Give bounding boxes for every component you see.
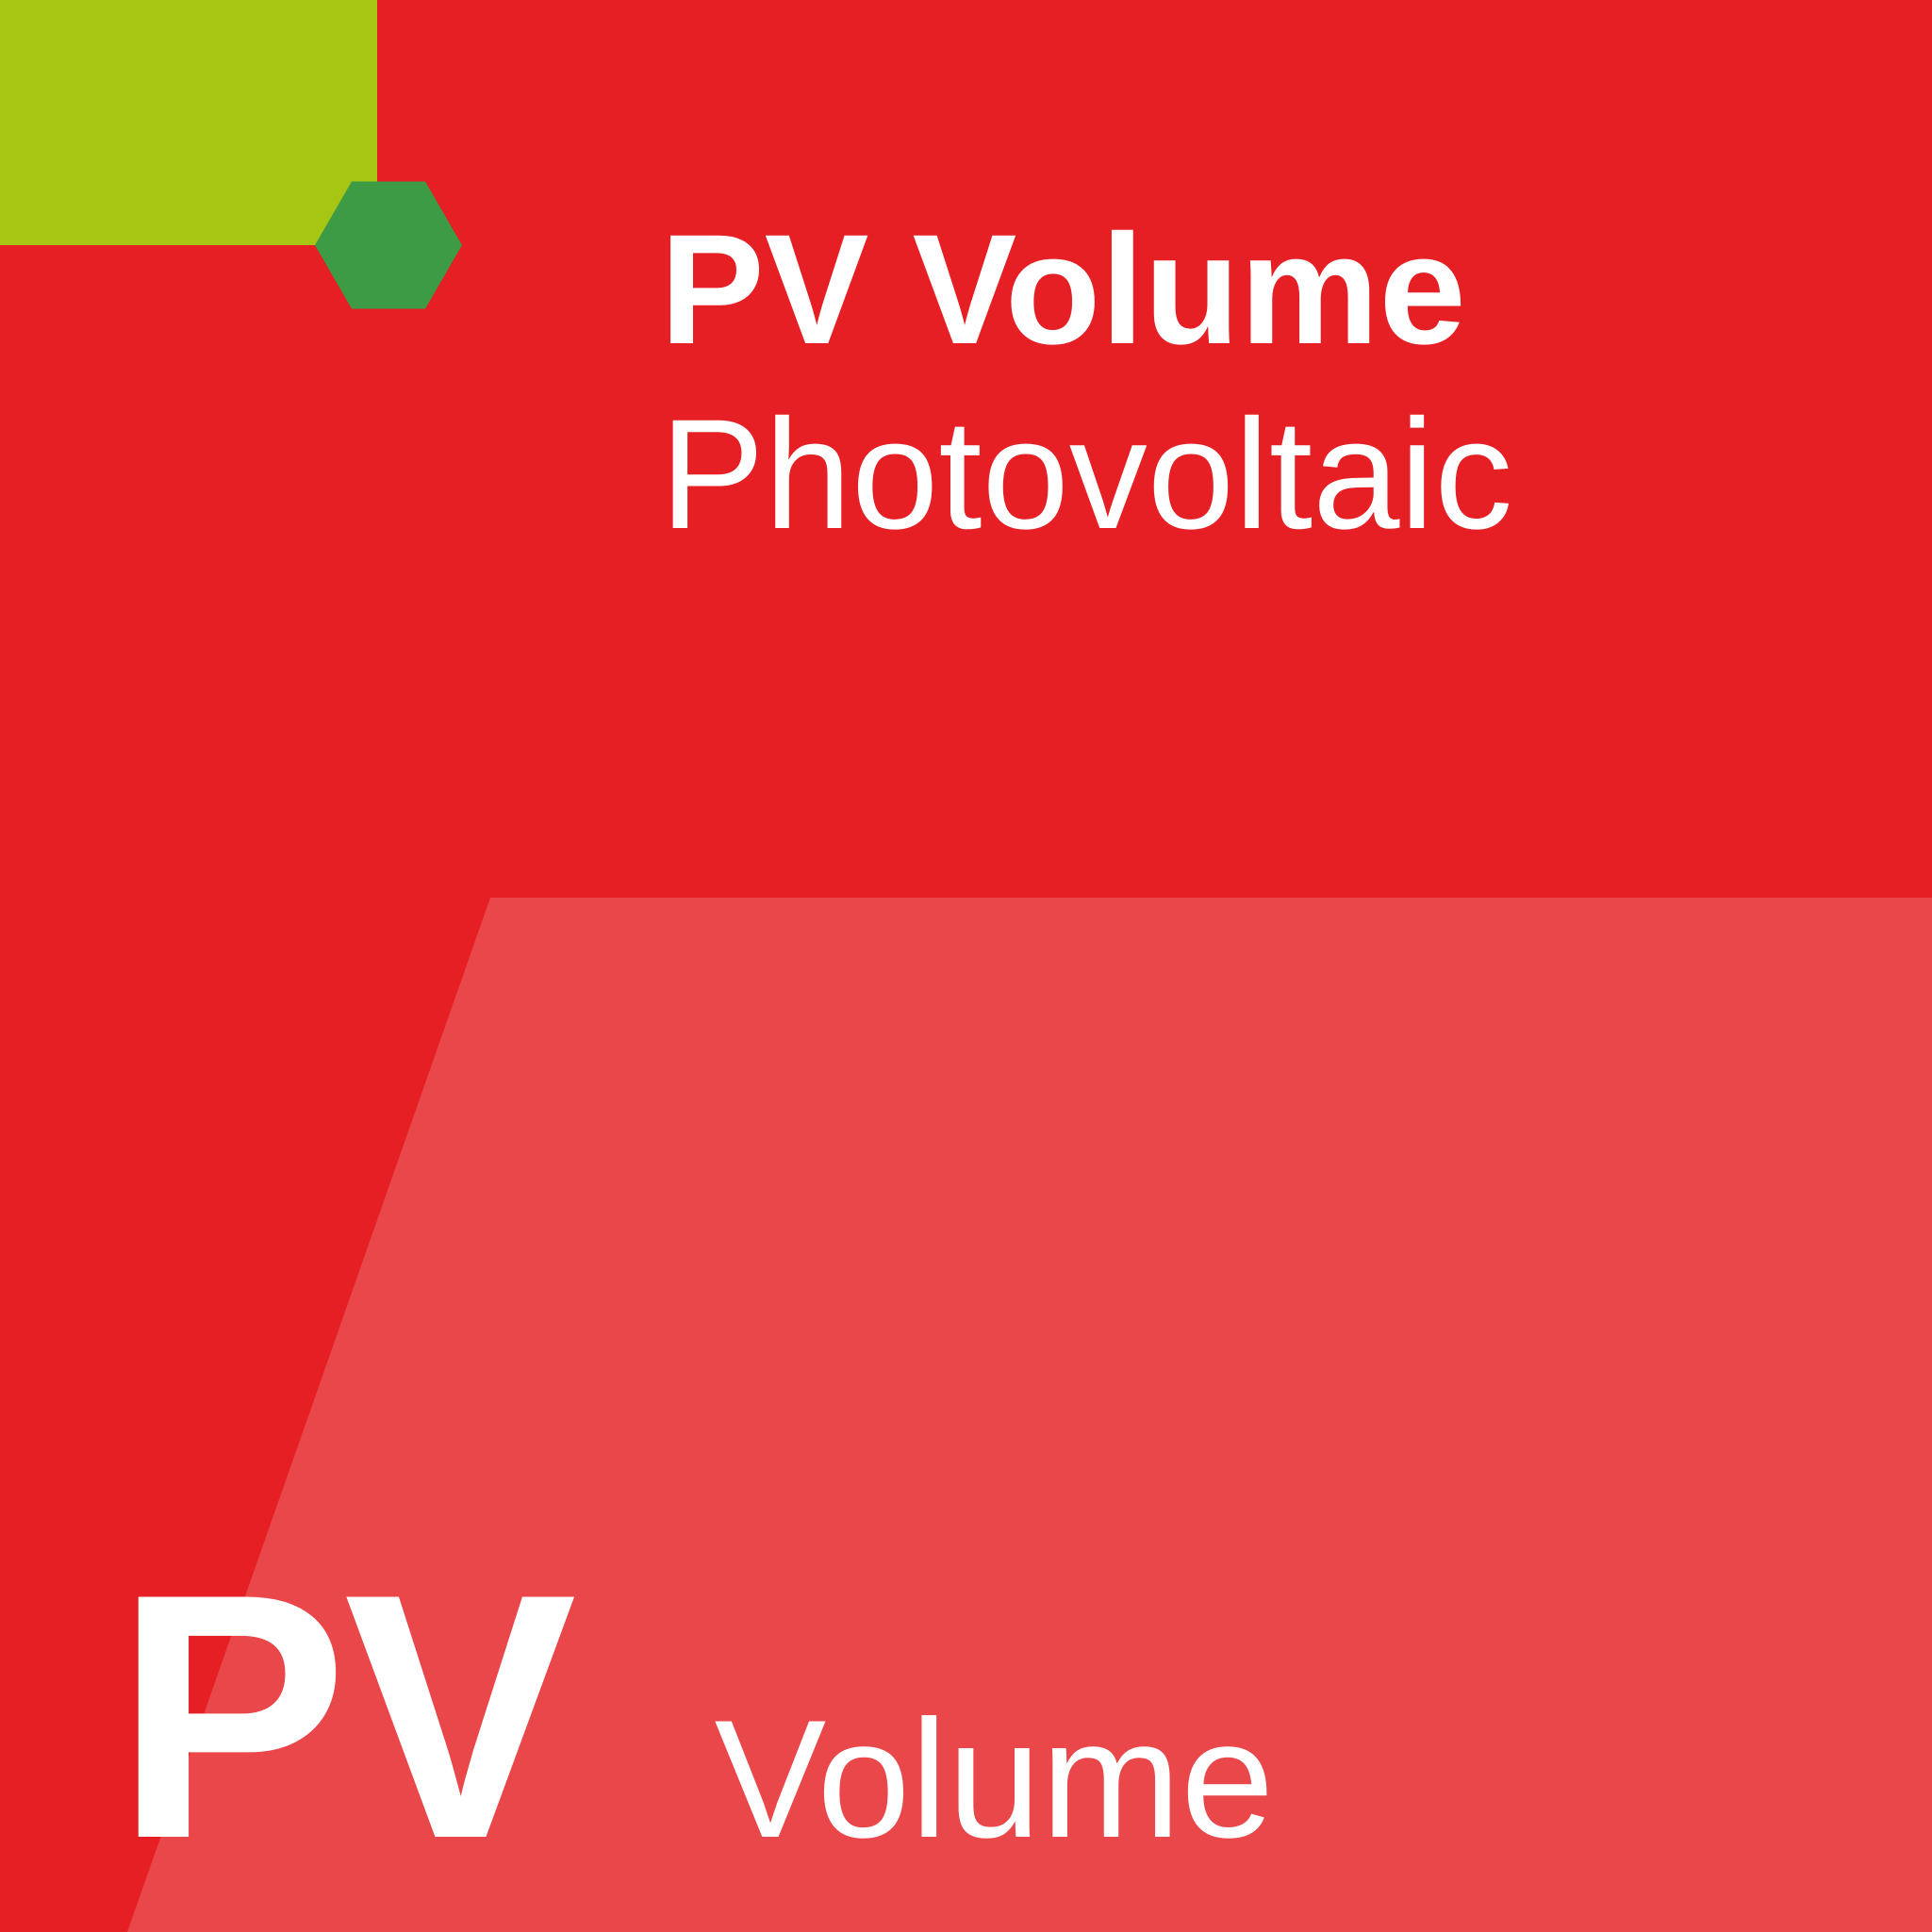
hexagon-icon <box>315 172 462 319</box>
title-line1: PV Volume <box>660 198 1512 383</box>
footer-wordmark: PV Volume <box>115 1516 1274 1917</box>
hexagon-shape <box>315 181 462 308</box>
infographic-tile: PV Volume Photovoltaic PV Volume <box>0 0 1932 1932</box>
footer-small-text: Volume <box>715 1682 1275 1875</box>
footer-big-text: PV <box>115 1516 573 1917</box>
title-line2: Photovoltaic <box>660 383 1512 568</box>
title-block: PV Volume Photovoltaic <box>660 198 1512 568</box>
